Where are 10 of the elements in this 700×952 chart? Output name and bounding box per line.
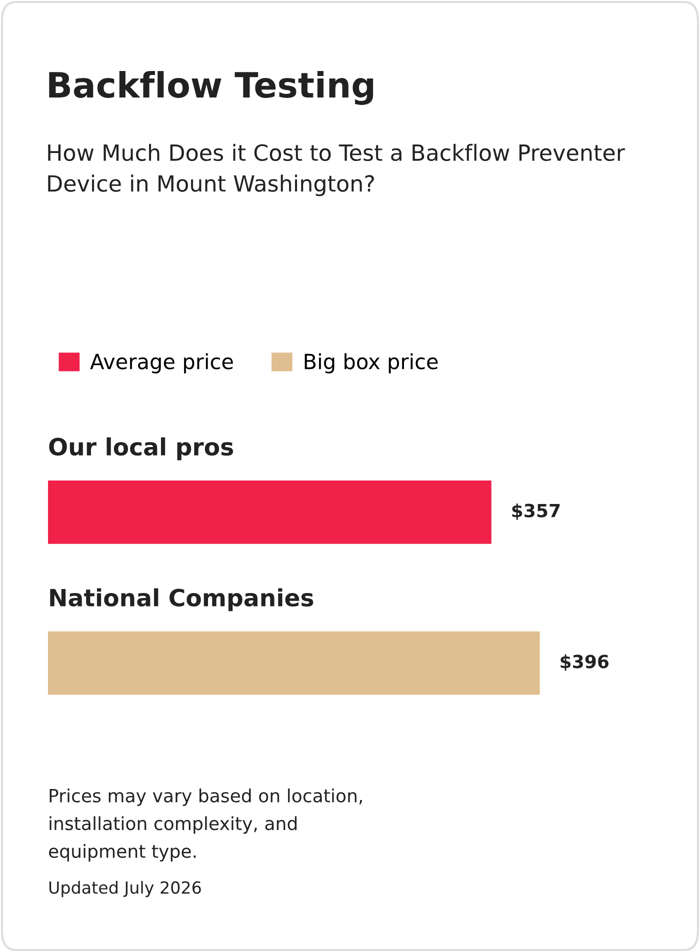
data-label: $357 — [512, 503, 560, 520]
y-tick-label: National Companies — [50, 588, 314, 612]
chart-title: Backflow Testing — [49, 71, 374, 105]
y-tick-label: Our local pros — [49, 437, 234, 460]
chart-subtitle: How Much Does it Cost to Test a Backflow Preventer Device in Mount Washington? — [48, 144, 626, 196]
text: Updated July 2026 — [49, 880, 201, 898]
text: Prices may vary based on location, installation complexity, and equipment type. — [48, 788, 362, 862]
legend-label: Average price — [90, 353, 233, 374]
legend-label: Big box price — [304, 353, 438, 374]
data-label: $396 — [560, 654, 609, 671]
